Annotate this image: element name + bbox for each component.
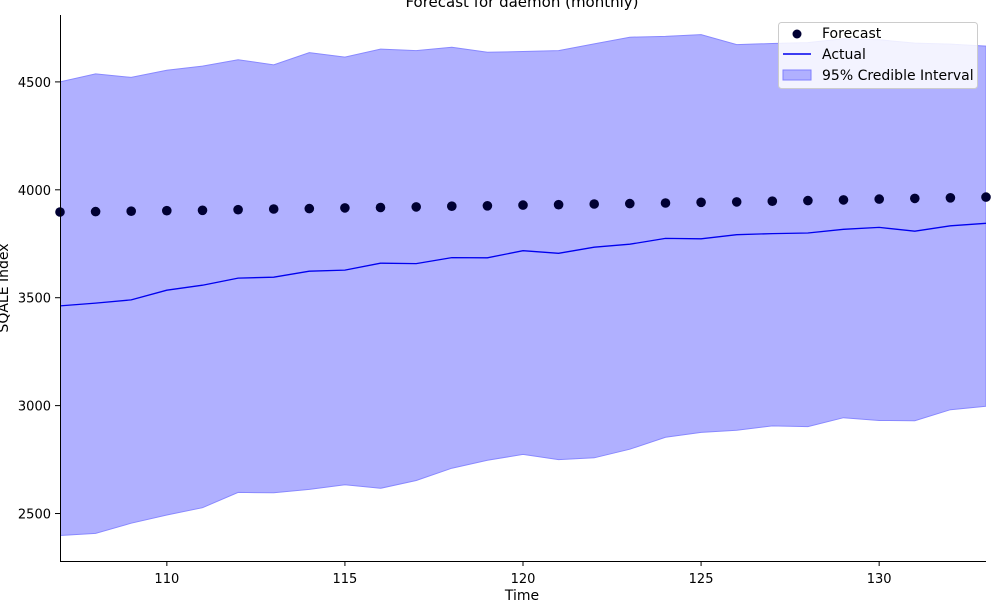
- x-axis-label: Time: [504, 588, 539, 600]
- legend-box: [778, 22, 978, 89]
- x-tick-label: 110: [154, 572, 179, 587]
- forecast-point: [981, 192, 991, 202]
- y-tick-label: 2500: [18, 508, 51, 523]
- legend-interval-label: 95% Credible Interval: [822, 68, 974, 84]
- forecast-point: [945, 193, 956, 203]
- y-tick-label: 3000: [18, 400, 51, 415]
- forecast-point: [767, 196, 778, 206]
- forecast-point: [660, 198, 671, 208]
- x-tick-label: 120: [511, 572, 536, 587]
- forecast-point: [340, 203, 350, 213]
- forecast-point: [874, 194, 884, 204]
- legend-forecast-label: Forecast: [822, 26, 882, 42]
- legend-actual-label: Actual: [822, 47, 866, 63]
- forecast-point: [411, 202, 422, 212]
- x-tick-label: 125: [689, 572, 714, 587]
- forecast-point: [375, 202, 386, 213]
- chart-title: Forecast for daemon (monthly): [405, 0, 638, 11]
- forecast-point: [197, 205, 208, 216]
- forecast-point: [233, 204, 243, 215]
- forecast-point: [589, 199, 599, 209]
- legend: Forecast Actual 95% Credible Interval: [778, 22, 978, 89]
- x-tick-label: 130: [867, 572, 892, 587]
- y-tick-label: 3500: [18, 292, 51, 307]
- forecast-point: [553, 199, 564, 210]
- forecast-point: [625, 198, 635, 209]
- forecast-point: [304, 203, 315, 214]
- forecast-point: [838, 195, 849, 205]
- forecast-point: [126, 206, 136, 216]
- forecast-point: [518, 200, 528, 210]
- forecast-point: [482, 201, 493, 211]
- actual-series-line: [60, 222, 986, 307]
- credible-interval-band: [60, 34, 986, 537]
- y-tick-label: 4500: [18, 76, 51, 91]
- legend-interval-swatch: [782, 69, 812, 81]
- forecast-point: [447, 201, 457, 211]
- y-axis-label: SQALE Index: [0, 243, 12, 332]
- forecast-point: [731, 197, 742, 207]
- legend-forecast-marker: [792, 29, 802, 39]
- forecast-point: [803, 195, 813, 206]
- forecast-point: [268, 204, 279, 214]
- forecast-point: [90, 206, 101, 217]
- forecast-point: [910, 193, 920, 204]
- x-tick-label: 115: [333, 572, 358, 587]
- forecast-point: [696, 197, 706, 208]
- y-tick-label: 4000: [18, 184, 51, 199]
- forecast-point: [162, 205, 172, 216]
